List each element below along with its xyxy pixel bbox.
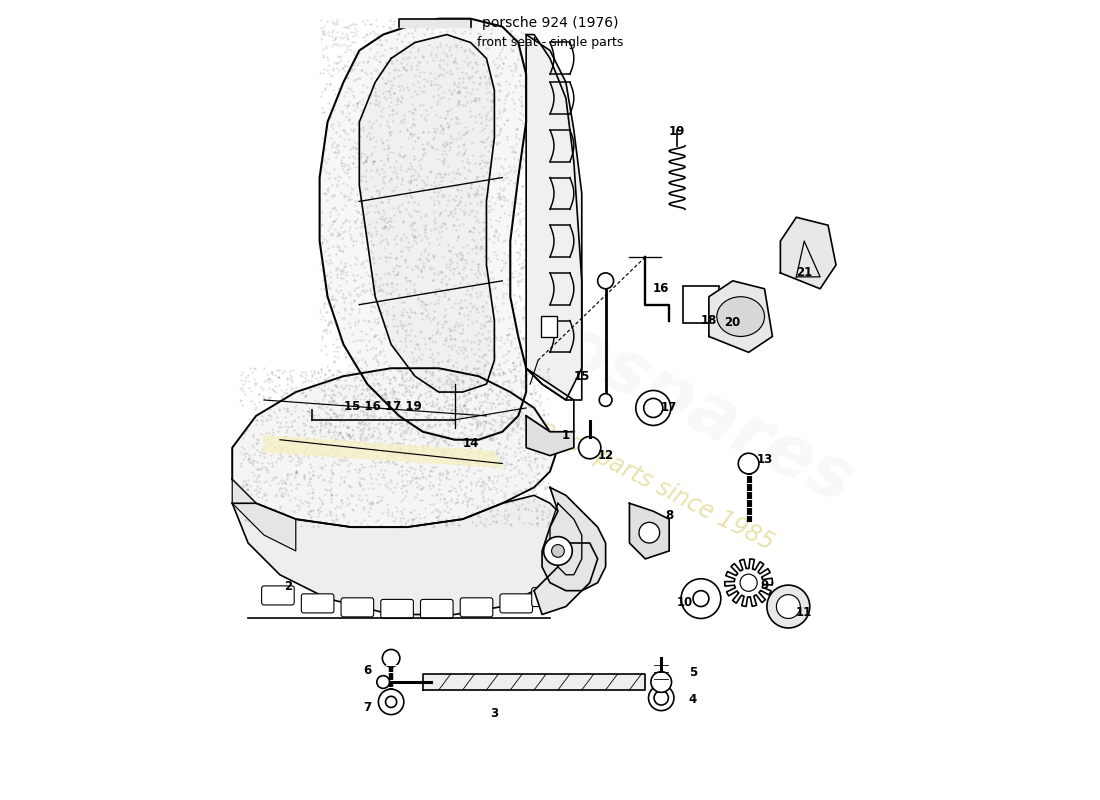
Circle shape [649, 686, 674, 710]
Polygon shape [232, 495, 565, 614]
Polygon shape [526, 34, 582, 400]
Circle shape [551, 545, 564, 558]
FancyBboxPatch shape [420, 599, 453, 618]
FancyBboxPatch shape [262, 586, 294, 605]
Text: 9: 9 [760, 578, 769, 592]
Text: 10: 10 [676, 596, 693, 609]
Text: porsche 924 (1976): porsche 924 (1976) [482, 16, 618, 30]
Text: 14: 14 [462, 437, 478, 450]
Polygon shape [232, 479, 296, 551]
Text: 15: 15 [573, 370, 590, 382]
Text: 17: 17 [661, 402, 678, 414]
Circle shape [651, 672, 671, 692]
Circle shape [378, 689, 404, 714]
FancyBboxPatch shape [381, 599, 414, 618]
Polygon shape [264, 436, 503, 467]
Polygon shape [535, 543, 597, 614]
Text: a passion for parts since 1985: a passion for parts since 1985 [449, 372, 778, 555]
Circle shape [597, 273, 614, 289]
Polygon shape [629, 503, 669, 559]
FancyBboxPatch shape [301, 594, 334, 613]
Circle shape [639, 522, 660, 543]
FancyBboxPatch shape [499, 594, 532, 613]
Text: 11: 11 [796, 606, 812, 619]
Circle shape [600, 394, 612, 406]
Text: 1: 1 [562, 430, 570, 442]
Text: 20: 20 [725, 316, 740, 329]
FancyBboxPatch shape [541, 316, 558, 338]
Circle shape [777, 594, 801, 618]
Text: 16: 16 [653, 282, 670, 295]
Text: 15 16 17 19: 15 16 17 19 [344, 400, 422, 414]
Text: 12: 12 [597, 449, 614, 462]
Text: 3: 3 [491, 707, 498, 720]
Circle shape [681, 578, 720, 618]
Circle shape [738, 454, 759, 474]
FancyBboxPatch shape [460, 598, 493, 617]
Text: 2: 2 [284, 580, 292, 593]
FancyBboxPatch shape [341, 598, 374, 617]
Ellipse shape [717, 297, 764, 337]
Polygon shape [526, 416, 574, 456]
Text: 18: 18 [701, 314, 717, 327]
Polygon shape [399, 18, 471, 26]
Circle shape [377, 676, 389, 688]
Circle shape [767, 585, 810, 628]
Polygon shape [360, 34, 494, 392]
Circle shape [383, 650, 400, 667]
Text: 5: 5 [689, 666, 697, 679]
FancyBboxPatch shape [531, 587, 564, 606]
Circle shape [543, 537, 572, 566]
Circle shape [579, 437, 601, 458]
Polygon shape [542, 487, 606, 590]
Text: 21: 21 [796, 266, 812, 279]
Polygon shape [780, 218, 836, 289]
Circle shape [636, 390, 671, 426]
Circle shape [693, 590, 708, 606]
Circle shape [385, 696, 397, 707]
Circle shape [740, 574, 757, 591]
FancyBboxPatch shape [683, 286, 719, 323]
Circle shape [654, 690, 669, 705]
Text: 6: 6 [363, 664, 372, 677]
Polygon shape [232, 368, 558, 527]
Text: front seat - single parts: front seat - single parts [476, 36, 624, 49]
Text: 7: 7 [363, 701, 372, 714]
Text: 13: 13 [757, 453, 772, 466]
Text: 19: 19 [669, 125, 685, 138]
Polygon shape [708, 281, 772, 352]
Circle shape [644, 398, 663, 418]
Polygon shape [320, 18, 526, 440]
Polygon shape [422, 674, 646, 690]
Text: eurospares: eurospares [426, 250, 865, 518]
Text: 4: 4 [689, 693, 697, 706]
Text: 8: 8 [666, 509, 673, 522]
